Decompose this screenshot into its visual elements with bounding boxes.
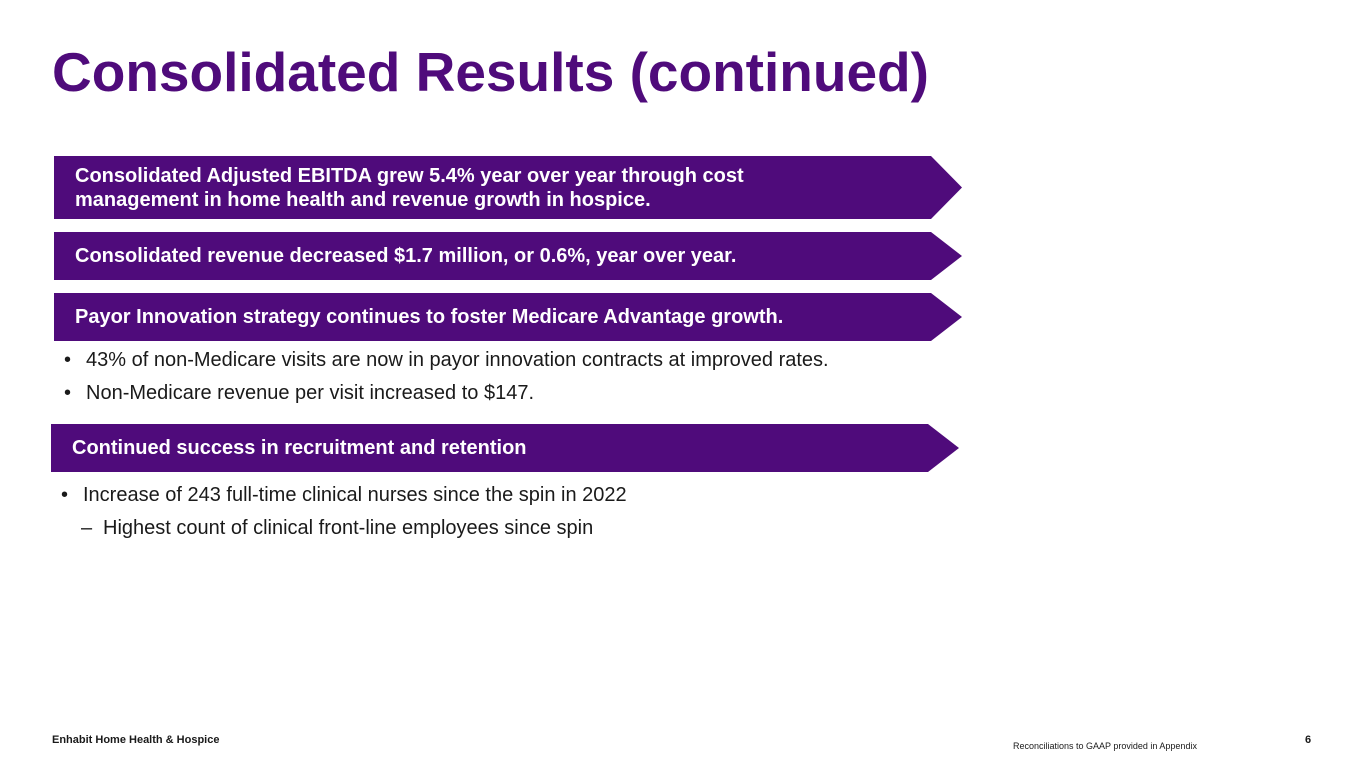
banner-recruitment-text: Continued success in recruitment and ret…	[72, 437, 527, 459]
list-item: Non-Medicare revenue per visit increased…	[64, 381, 829, 414]
payor-bullet-list: 43% of non-Medicare visits are now in pa…	[64, 348, 829, 414]
banner-ebitda-text: Consolidated Adjusted EBITDA grew 5.4% y…	[75, 164, 744, 212]
dash-marker: –	[81, 517, 93, 539]
page-number: 6	[1305, 734, 1312, 746]
footer-note: Reconciliations to GAAP provided in Appe…	[1013, 741, 1197, 751]
list-item: Increase of 243 full-time clinical nurse…	[61, 483, 627, 516]
banner-ebitda: Consolidated Adjusted EBITDA grew 5.4% y…	[54, 156, 962, 219]
banner-payor-innovation-text: Payor Innovation strategy continues to f…	[75, 306, 784, 328]
recruitment-subitem: – Highest count of clinical front-line em…	[81, 516, 593, 540]
subitem-text: Highest count of clinical front-line emp…	[103, 517, 594, 539]
banner-payor-innovation: Payor Innovation strategy continues to f…	[54, 293, 962, 341]
banner-revenue-text: Consolidated revenue decreased $1.7 mill…	[75, 245, 737, 267]
banner-ebitda-line2: management in home health and revenue gr…	[75, 188, 651, 211]
slide-title: Consolidated Results (continued)	[52, 41, 929, 103]
banner-ebitda-line1: Consolidated Adjusted EBITDA grew 5.4% y…	[75, 164, 744, 187]
recruitment-bullet-list: Increase of 243 full-time clinical nurse…	[61, 483, 627, 516]
banner-recruitment: Continued success in recruitment and ret…	[51, 424, 959, 472]
list-item: 43% of non-Medicare visits are now in pa…	[64, 348, 829, 381]
banner-revenue: Consolidated revenue decreased $1.7 mill…	[54, 232, 962, 280]
footer-company: Enhabit Home Health & Hospice	[52, 734, 220, 746]
